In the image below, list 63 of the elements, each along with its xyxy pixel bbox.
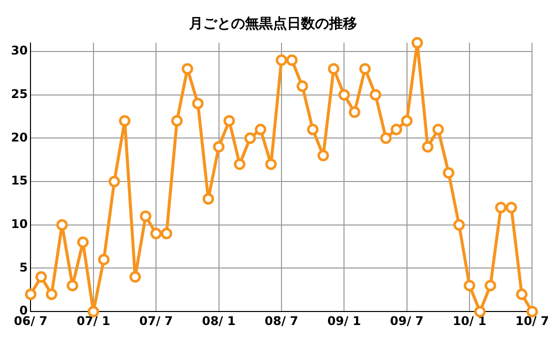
point [390, 124, 402, 136]
point [66, 280, 78, 292]
point [24, 288, 36, 300]
point [35, 271, 47, 283]
y-tick-label: 30 [10, 44, 28, 58]
point [192, 98, 204, 110]
point [432, 124, 444, 136]
x-tick-label: 06/ 7 [14, 314, 48, 328]
point [506, 202, 518, 214]
x-tick-label: 10/ 7 [515, 314, 549, 328]
point [317, 150, 329, 162]
point [412, 37, 424, 49]
point [495, 202, 507, 214]
point [276, 54, 288, 66]
point [46, 288, 58, 300]
point [265, 158, 277, 170]
y-tick-label: 25 [10, 86, 28, 101]
point [254, 124, 266, 136]
point [401, 115, 413, 127]
point [56, 219, 68, 231]
y-tick-label: 10 [10, 217, 28, 232]
point [234, 158, 246, 170]
point [171, 115, 183, 127]
point [223, 115, 235, 127]
point [464, 280, 476, 292]
x-tick-label: 08/ 7 [264, 314, 298, 328]
x-tick-label: 10/ 1 [452, 314, 486, 328]
point [77, 236, 89, 248]
point [182, 63, 194, 75]
point [328, 63, 340, 75]
point [348, 106, 360, 118]
y-tick-label: 20 [10, 130, 28, 144]
point [442, 167, 454, 179]
point [307, 124, 319, 136]
point [129, 271, 141, 283]
y-tick-label: 5 [19, 260, 28, 274]
point [370, 89, 382, 101]
point [516, 288, 528, 300]
x-tick-label: 07/ 7 [139, 314, 173, 328]
point [338, 89, 350, 101]
point [150, 228, 162, 240]
point [484, 280, 496, 292]
x-tick-label: 09/ 1 [327, 314, 361, 328]
chart-title: 月ごとの無黒点日数の推移 [188, 16, 357, 32]
x-tick-label: 09/ 7 [390, 314, 424, 328]
point [359, 63, 371, 75]
point [244, 132, 256, 144]
point [98, 254, 110, 266]
point [118, 115, 130, 127]
point [202, 193, 214, 205]
point [422, 141, 434, 153]
point [140, 210, 152, 222]
x-tick-label: 07/ 1 [76, 314, 110, 328]
point [286, 54, 298, 66]
y-tick-label: 15 [10, 174, 28, 188]
point [108, 176, 120, 188]
point [160, 228, 172, 240]
x-tick-label: 08/ 1 [202, 314, 236, 328]
point [453, 219, 465, 231]
point [213, 141, 225, 153]
point [474, 306, 486, 318]
point [296, 80, 308, 92]
point [380, 132, 392, 144]
